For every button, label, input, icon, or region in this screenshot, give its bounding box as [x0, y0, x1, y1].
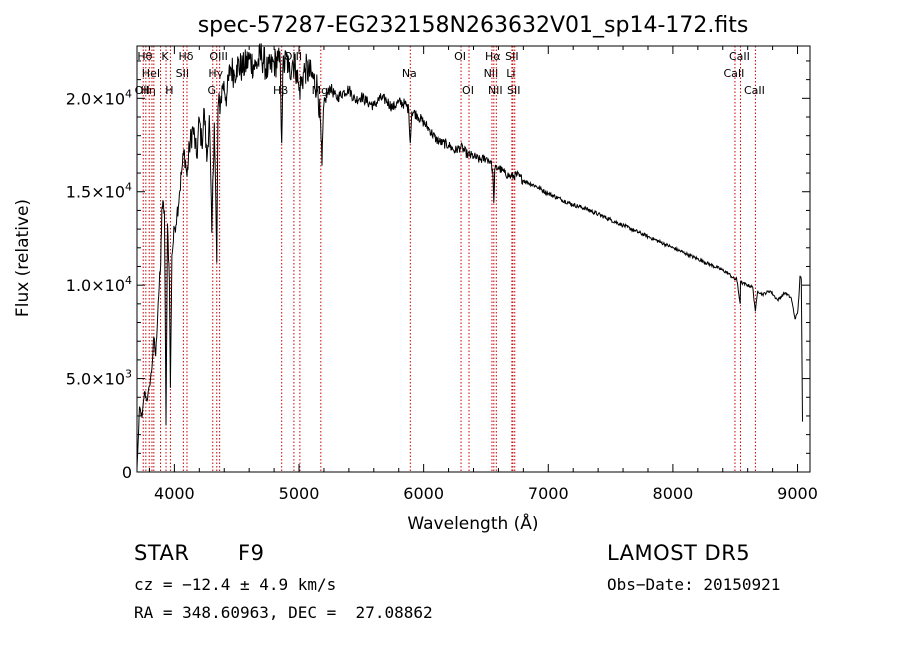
object-subclass: F9: [238, 541, 265, 565]
x-axis: 4000 5000 6000 7000 8000 9000: [148, 46, 818, 503]
plot-frame: [136, 45, 811, 473]
line-marker-label: Hα: [485, 50, 501, 63]
x-tick-label: 7000: [528, 484, 569, 503]
line-marker-label: OIII: [209, 50, 227, 63]
spectrum-line: [136, 42, 803, 469]
emission-line-markers: OIIHθHηHeIKHSIIHδGHγOIIIHβOIIIMgNaOIOINI…: [135, 46, 765, 472]
line-marker-label: HeI: [142, 67, 160, 80]
y-tick-label: 2.0×104: [66, 87, 132, 108]
y-tick-label: 1.0×104: [66, 274, 132, 295]
line-marker-label: Hη: [141, 84, 156, 97]
y-tick-label: 0: [122, 463, 132, 482]
y-tick-label: 1.5×104: [66, 181, 132, 202]
x-tick-label: 9000: [777, 484, 818, 503]
line-marker-label: CaII: [744, 84, 765, 97]
line-marker-label: Li: [506, 67, 515, 80]
line-marker-label: SII: [176, 67, 189, 80]
x-tick-label: 6000: [403, 484, 444, 503]
y-axis-label: Flux (relative): [13, 199, 33, 317]
line-marker-label: Hδ: [178, 50, 193, 63]
line-marker-label: G: [208, 84, 217, 97]
y-tick-label: 5.0×103: [66, 368, 132, 389]
line-marker-label: CaII: [729, 50, 750, 63]
x-tick-label: 4000: [154, 484, 195, 503]
ra-dec-coordinates: RA = 348.60963, DEC = 27.08862: [134, 603, 433, 622]
chart-title: spec-57287-EG232158N263632V01_sp14-172.f…: [198, 13, 749, 38]
line-marker-label: CaII: [724, 67, 745, 80]
line-marker-label: NII: [484, 67, 499, 80]
y-axis: 0 5.0×103 1.0×104 1.5×104 2.0×104: [66, 60, 810, 482]
redshift-cz: cz = −12.4 ± 4.9 km/s: [134, 575, 337, 594]
x-tick-label: 8000: [653, 484, 694, 503]
line-marker-label: OII: [135, 84, 150, 97]
survey-name: LAMOST DR5: [607, 541, 751, 565]
observation-date: Obs−Date: 20150921: [607, 575, 781, 594]
line-marker-label: Hγ: [208, 67, 223, 80]
line-marker-label: Na: [402, 67, 417, 80]
x-tick-label: 5000: [279, 484, 320, 503]
line-marker-label: SII: [505, 50, 518, 63]
line-marker-label: Mg: [312, 84, 328, 97]
object-class: STAR: [134, 541, 190, 565]
line-marker-label: OI: [462, 84, 474, 97]
line-marker-label: SII: [507, 84, 520, 97]
line-marker-label: NII: [488, 84, 503, 97]
line-marker-label: H: [165, 84, 173, 97]
line-marker-label: OI: [454, 50, 466, 63]
line-marker-label: K: [161, 50, 169, 63]
x-axis-label: Wavelength (Å): [407, 512, 538, 534]
